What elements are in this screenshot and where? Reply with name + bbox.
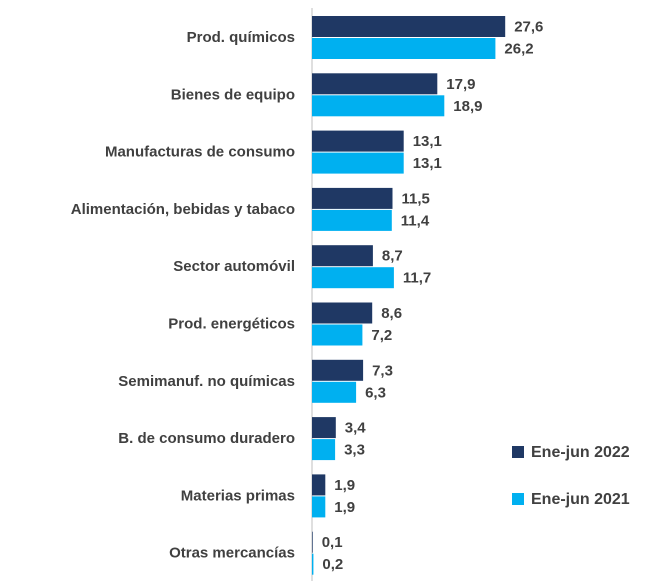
value-label: 11,4 bbox=[401, 212, 430, 229]
bar bbox=[312, 267, 394, 289]
category-label: Alimentación, bebidas y tabaco bbox=[71, 201, 295, 218]
bar bbox=[312, 553, 314, 575]
value-label: 8,7 bbox=[382, 248, 403, 265]
bar bbox=[312, 95, 445, 117]
category-label: Prod. químicos bbox=[187, 29, 295, 46]
legend-label: Ene-jun 2022 bbox=[531, 444, 630, 461]
bar bbox=[312, 417, 336, 439]
value-label: 7,3 bbox=[372, 362, 393, 379]
bar bbox=[312, 474, 326, 496]
category-label: Semimanuf. no químicas bbox=[118, 373, 295, 390]
value-label: 0,2 bbox=[322, 556, 343, 573]
value-label: 17,9 bbox=[446, 76, 475, 93]
category-label: B. de consumo duradero bbox=[118, 430, 295, 447]
value-label: 3,4 bbox=[345, 420, 367, 437]
value-label: 3,3 bbox=[344, 442, 365, 459]
bar bbox=[312, 187, 393, 209]
bar bbox=[312, 245, 373, 267]
legend-label: Ene-jun 2021 bbox=[531, 491, 630, 508]
category-label: Prod. energéticos bbox=[168, 315, 295, 332]
legend-swatch bbox=[512, 493, 524, 505]
value-label: 6,3 bbox=[365, 384, 386, 401]
value-label: 18,9 bbox=[453, 98, 482, 115]
value-label: 27,6 bbox=[514, 18, 543, 35]
value-label: 13,1 bbox=[413, 155, 442, 172]
category-label: Materias primas bbox=[181, 487, 295, 504]
value-label: 11,5 bbox=[402, 190, 430, 207]
bar bbox=[312, 73, 438, 95]
value-label: 11,7 bbox=[403, 270, 431, 287]
bar bbox=[312, 381, 357, 403]
category-label: Otras mercancías bbox=[169, 545, 295, 562]
bar bbox=[312, 209, 392, 231]
bar bbox=[312, 16, 506, 37]
value-label: 13,1 bbox=[413, 133, 442, 150]
value-label: 1,9 bbox=[334, 499, 355, 516]
bar bbox=[312, 152, 404, 174]
legend-swatch bbox=[512, 446, 524, 458]
bar bbox=[312, 130, 404, 152]
bar bbox=[312, 38, 496, 59]
bar bbox=[312, 302, 373, 324]
value-label: 8,6 bbox=[381, 305, 402, 322]
category-label: Bienes de equipo bbox=[171, 86, 295, 103]
bar bbox=[312, 531, 313, 553]
bar bbox=[312, 359, 364, 381]
value-label: 7,2 bbox=[371, 327, 392, 344]
value-label: 0,1 bbox=[322, 534, 343, 551]
value-label: 1,9 bbox=[334, 477, 355, 494]
category-label: Manufacturas de consumo bbox=[105, 144, 295, 161]
category-label: Sector automóvil bbox=[173, 258, 295, 275]
bar bbox=[312, 324, 363, 346]
bar bbox=[312, 496, 326, 518]
value-label: 26,2 bbox=[504, 40, 533, 57]
bar bbox=[312, 439, 336, 461]
